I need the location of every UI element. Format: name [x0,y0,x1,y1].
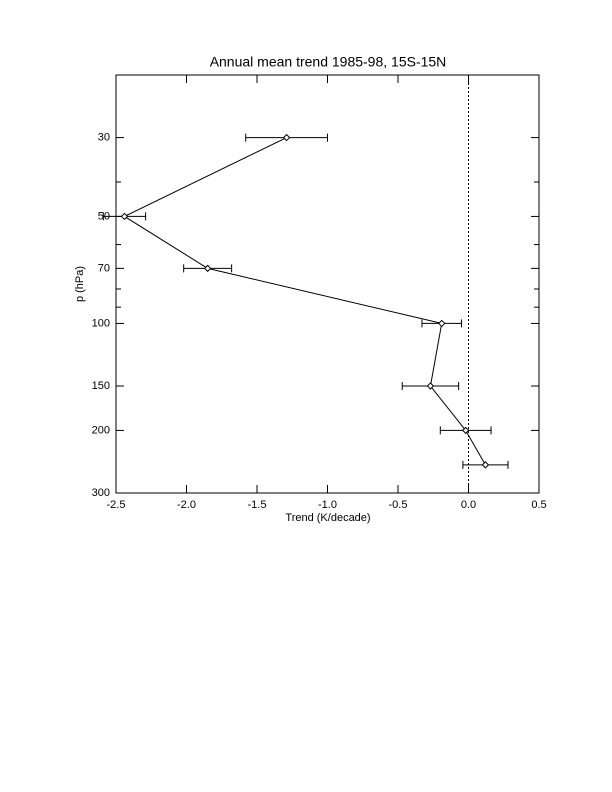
x-axis-label: Trend (K/decade) [285,512,370,524]
x-tick-label: 0.0 [461,499,476,511]
y-tick-label: 150 [92,380,110,392]
y-axis-label: p (hPa) [74,266,86,302]
x-tick-label: -2.0 [177,499,196,511]
trend-line [123,137,486,466]
x-tick-label: -1.5 [248,499,267,511]
data-point [203,264,212,273]
x-tick-label: 0.5 [531,499,546,511]
data-point [481,461,490,469]
x-tick-label: -2.5 [107,499,126,511]
y-tick-label: 70 [98,262,110,274]
x-tick-label: -0.5 [389,499,408,511]
y-tick-label: 200 [92,424,110,436]
y-tick-label: 30 [98,131,110,143]
data-point [426,382,435,390]
y-tick-label: 100 [92,317,110,329]
y-tick-label: 300 [92,487,110,499]
data-point [438,319,446,328]
data-point [461,426,470,435]
x-tick-label: -1.0 [318,499,337,511]
chart-title: Annual mean trend 1985-98, 15S-15N [210,54,447,70]
data-point [120,212,129,221]
data-point [282,133,291,142]
